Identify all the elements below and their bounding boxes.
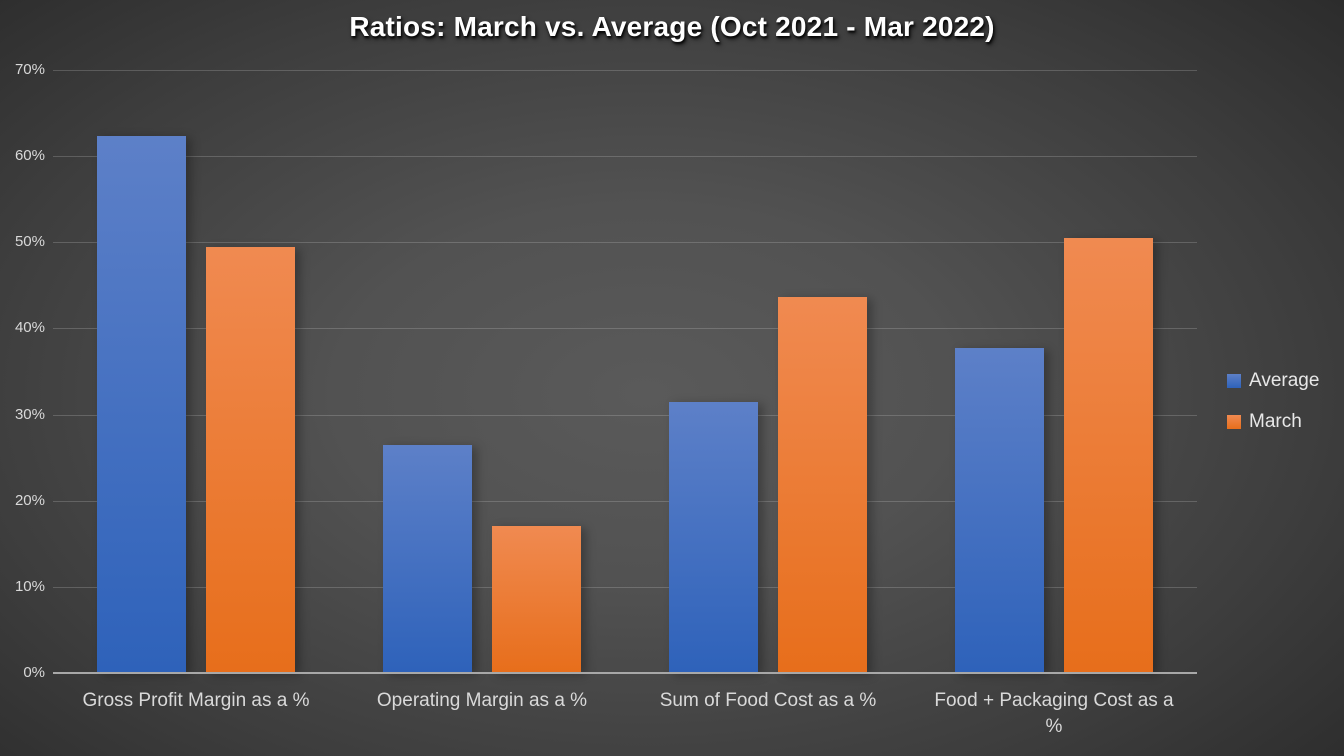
x-category-label-4: Food + Packaging Cost as a % [934,690,1174,737]
y-tick-label-10%: 10% [14,577,45,595]
legend-label-march: March [1249,411,1302,432]
legend-swatch-icon-average [1227,374,1241,388]
y-tick-label-70%: 70% [14,61,45,78]
bar-average-2[interactable] [383,444,472,673]
gridline-20% [53,500,1197,502]
legend-item-average[interactable]: Average [1227,370,1319,392]
gridline-40% [53,328,1197,330]
legend-item-march[interactable]: March [1227,411,1319,433]
bar-average-1[interactable] [97,136,186,673]
y-tick-label-30%: 30% [14,405,45,423]
bar-average-3[interactable] [669,401,758,673]
bar-march-1[interactable] [206,246,295,673]
bar-average-4[interactable] [955,348,1044,673]
gridline-10% [53,586,1197,588]
x-axis-line [53,672,1197,674]
legend-swatch-icon-march [1227,415,1241,429]
x-category-label-1: Gross Profit Margin as a % [82,690,310,711]
gridline-70% [53,70,1197,71]
x-category-label-3: Sum of Food Cost as a % [659,690,877,711]
y-tick-label-50%: 50% [14,233,45,251]
y-tick-label-0%: 0% [23,664,45,681]
gridline-60% [53,156,1197,158]
gridline-50% [53,242,1197,244]
gridline-30% [53,414,1197,416]
bar-march-4[interactable] [1064,237,1153,673]
y-tick-label-40%: 40% [14,319,45,337]
bar-march-2[interactable] [492,525,581,673]
legend: Average March [1227,370,1319,433]
chart-title: Ratios: March vs. Average (Oct 2021 - Ma… [349,11,995,42]
bar-march-3[interactable] [778,297,867,673]
legend-label-average: Average [1249,370,1320,391]
y-tick-label-60%: 60% [14,147,45,165]
x-category-label-2: Operating Margin as a % [376,690,588,711]
plot-area [53,70,1197,674]
y-tick-label-20%: 20% [14,491,45,509]
